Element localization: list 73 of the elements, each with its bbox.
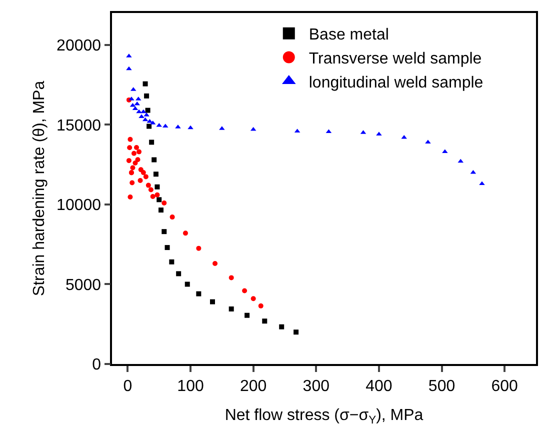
point [154, 184, 160, 190]
y-tick-label: 10000 [56, 197, 102, 214]
point [135, 157, 140, 162]
point [126, 66, 132, 70]
point [162, 200, 167, 206]
point [127, 145, 132, 150]
point [138, 178, 143, 184]
point [153, 172, 158, 177]
point [170, 214, 175, 220]
y-tick-label: 5000 [65, 276, 102, 294]
point [169, 259, 174, 264]
point [148, 187, 154, 192]
point [162, 124, 168, 128]
point [146, 124, 152, 129]
point [128, 136, 133, 142]
legend-label: Base metal [308, 26, 389, 44]
point [142, 81, 148, 86]
x-tick-label: 300 [302, 378, 330, 395]
point [136, 149, 142, 154]
point [149, 140, 154, 145]
point [128, 170, 134, 176]
x-tick-label: 500 [428, 378, 456, 395]
point [130, 165, 136, 170]
point [162, 229, 167, 234]
legend-label: longitudinal weld sample [308, 74, 484, 92]
point [244, 312, 250, 318]
legend-label: Transverse weld sample [308, 50, 482, 68]
point [156, 197, 162, 202]
point [258, 303, 264, 308]
x-tick-label: 200 [240, 378, 267, 395]
point [140, 170, 146, 176]
point [279, 324, 284, 330]
x-tick-label: 100 [177, 378, 204, 395]
point [152, 157, 157, 162]
point [132, 160, 138, 166]
point [130, 180, 135, 186]
point [184, 282, 190, 287]
point [188, 125, 194, 130]
point [196, 246, 202, 251]
y-tick-label: 0 [92, 356, 102, 374]
point [143, 174, 148, 180]
point [128, 194, 133, 200]
point [228, 275, 234, 280]
point [210, 299, 215, 304]
point [136, 109, 142, 114]
point [182, 230, 188, 236]
point [154, 192, 160, 198]
point [242, 288, 248, 294]
point [442, 149, 448, 154]
point [131, 150, 136, 156]
point [144, 93, 150, 98]
point [150, 194, 156, 199]
x-tick-label: 600 [491, 378, 518, 395]
point [140, 109, 146, 114]
y-tick-label: 20000 [56, 38, 102, 55]
point [126, 158, 132, 164]
point [196, 291, 202, 296]
y-tick-label: 15000 [56, 117, 102, 134]
point [176, 271, 182, 276]
point [146, 182, 151, 188]
point [145, 108, 150, 113]
point [164, 245, 170, 250]
x-axis-title: Net flow stress (σ−σ$_{Y}$), MPa [224, 407, 424, 427]
point [294, 330, 299, 335]
y-axis-title: Strain hardening rate (θ), MPa [30, 80, 48, 296]
x-tick-label: 0 [123, 378, 132, 395]
point [262, 318, 268, 324]
x-tick-label: 400 [366, 378, 392, 395]
point [134, 145, 139, 150]
point [212, 260, 218, 266]
point [250, 296, 256, 302]
point [158, 208, 164, 213]
point [228, 306, 234, 312]
